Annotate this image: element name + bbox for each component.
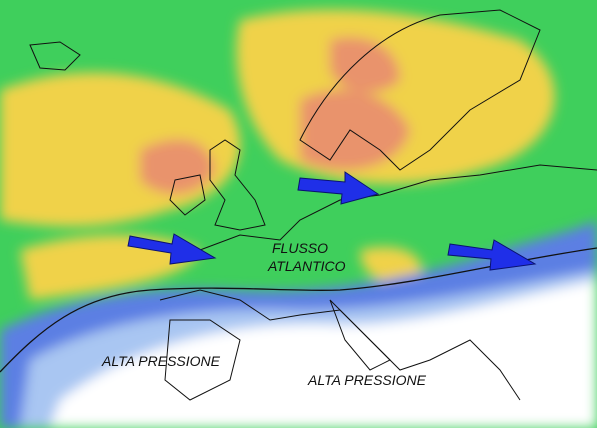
clear-zone (50, 280, 597, 428)
iceland (29, 41, 81, 71)
arrow (127, 233, 217, 265)
coastlines (29, 9, 597, 401)
orange-zone (330, 37, 400, 93)
arrow (297, 171, 380, 205)
britain (209, 139, 266, 231)
precip-field (0, 9, 597, 428)
high-pressure-label: ALTA PRESSIONE (101, 353, 221, 369)
orange-zone (140, 139, 215, 194)
yellow-zone (360, 246, 422, 284)
yellow-zone (20, 235, 200, 300)
ireland (169, 174, 206, 216)
iberia (164, 319, 241, 401)
arrow (447, 239, 537, 271)
pressure-boundary (0, 247, 597, 373)
flow-label: FLUSSO (272, 240, 328, 256)
scandinavia (299, 9, 541, 171)
italy (329, 299, 391, 371)
orange-zone (300, 90, 410, 170)
flow-arrows (127, 171, 537, 271)
high-pressure-label: ALTA PRESSIONE (307, 372, 427, 388)
flow-label: ATLANTICO (267, 258, 346, 274)
